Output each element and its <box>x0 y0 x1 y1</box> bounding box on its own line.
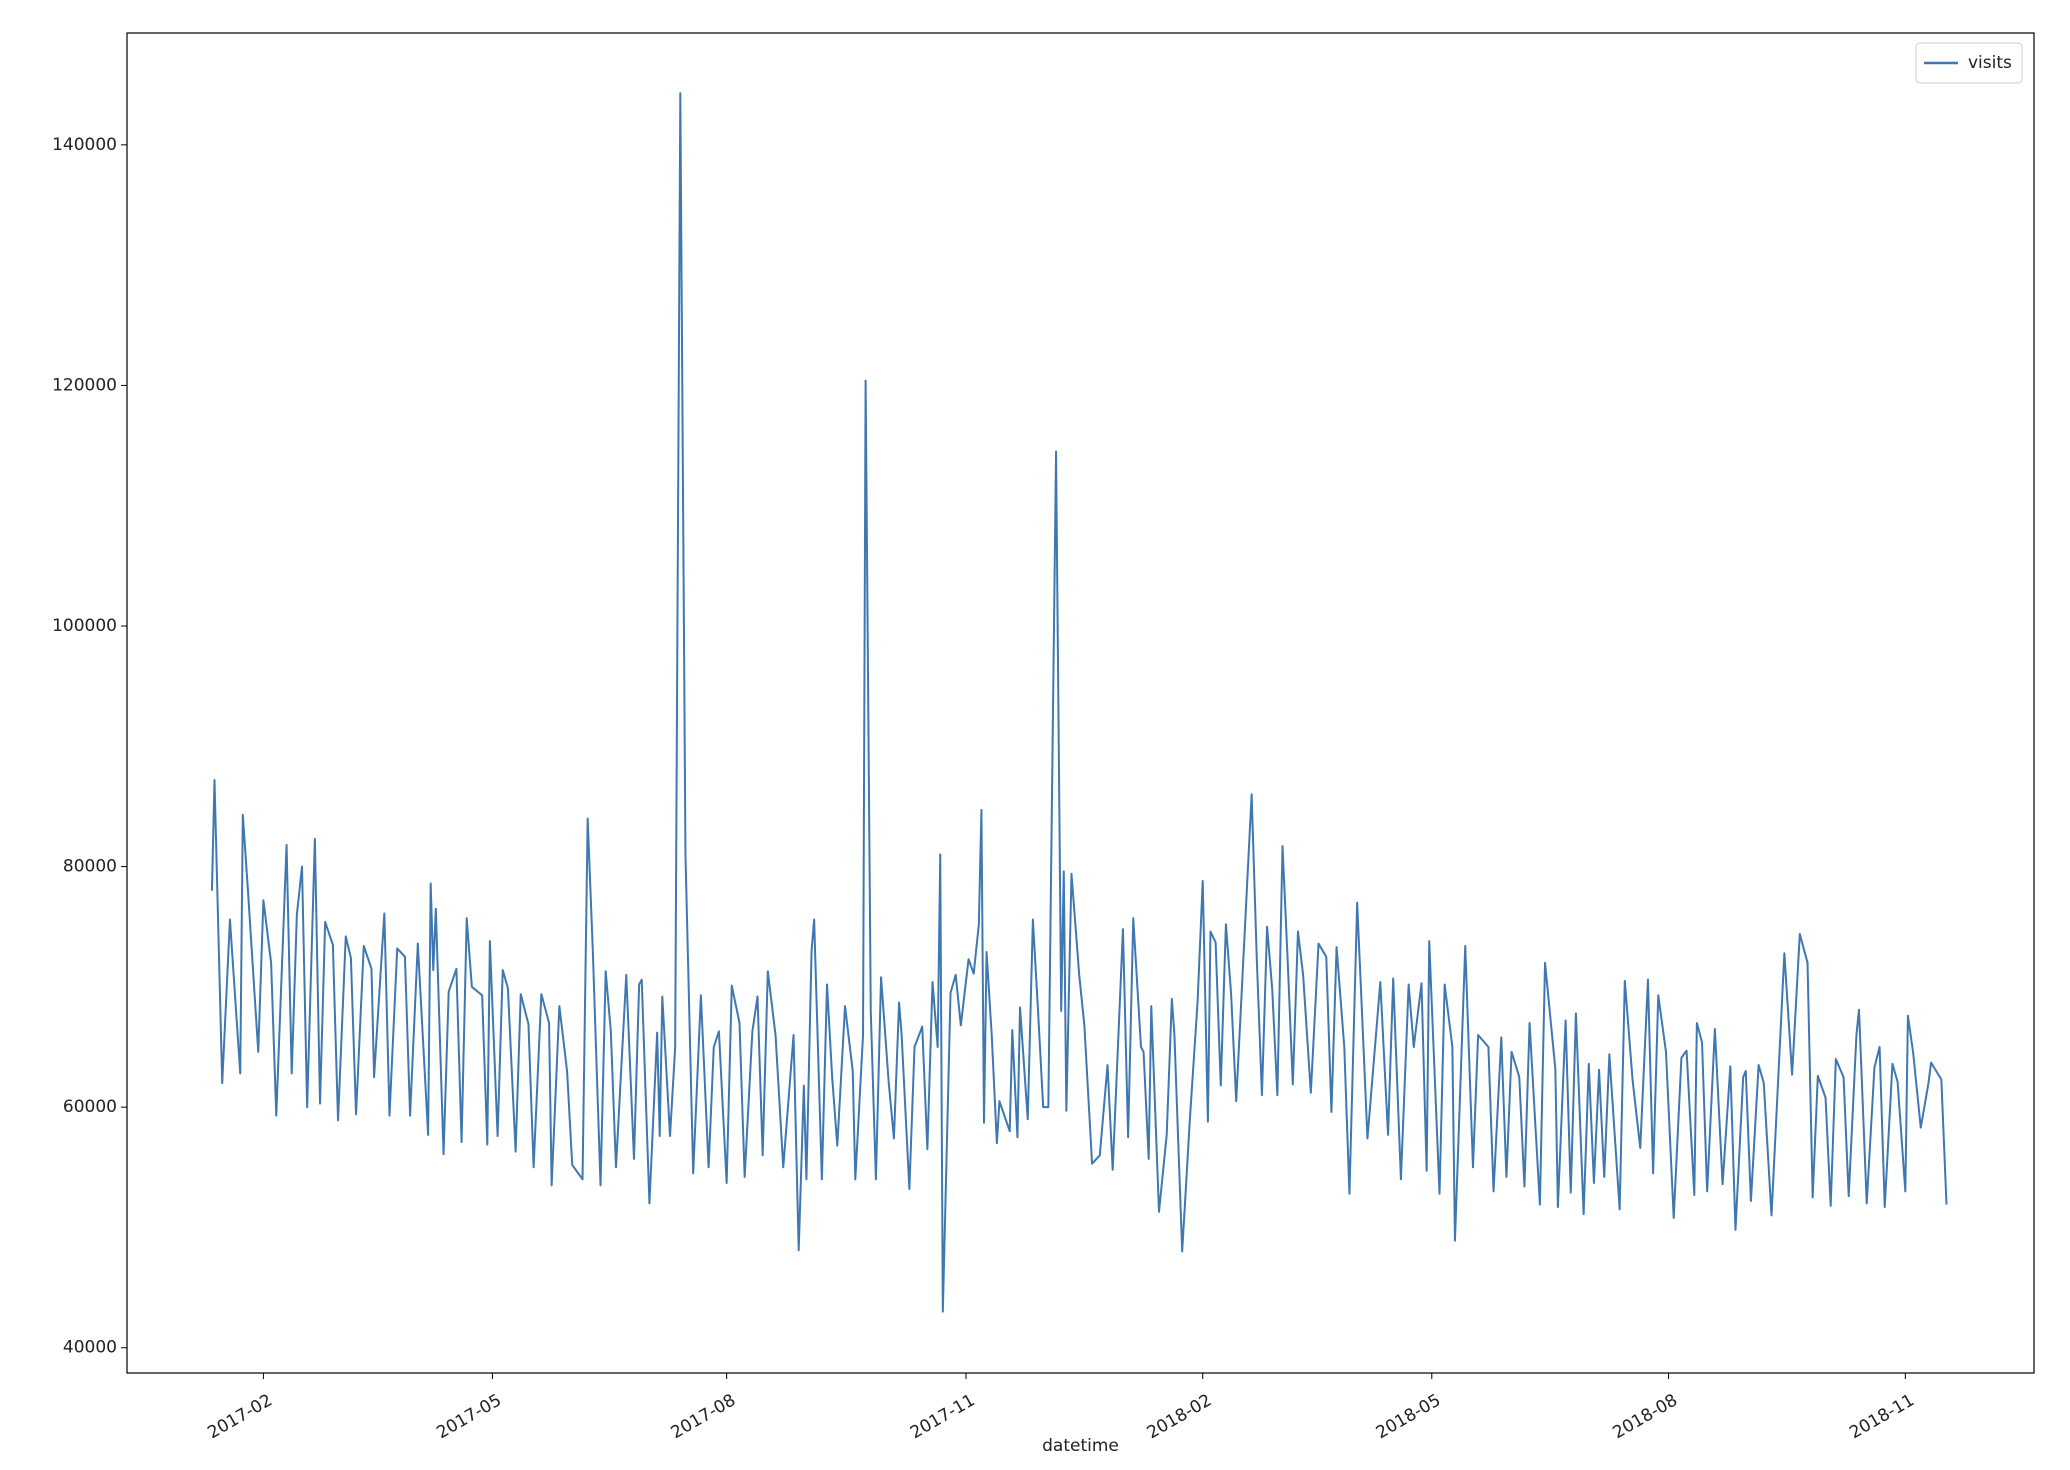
y-tick-label: 60000 <box>63 1097 117 1117</box>
y-tick-label: 40000 <box>63 1338 117 1358</box>
x-axis-label: datetime <box>1042 1436 1119 1456</box>
y-tick-label: 120000 <box>52 375 117 395</box>
series-line <box>210 92 1948 1313</box>
y-tick-label: 80000 <box>63 857 117 877</box>
legend-box <box>1915 42 2023 84</box>
legend-label: visits <box>1968 53 2012 73</box>
y-tick-label: 140000 <box>52 135 117 155</box>
plot-frame <box>126 32 2035 1374</box>
y-tick-label: 100000 <box>52 616 117 636</box>
